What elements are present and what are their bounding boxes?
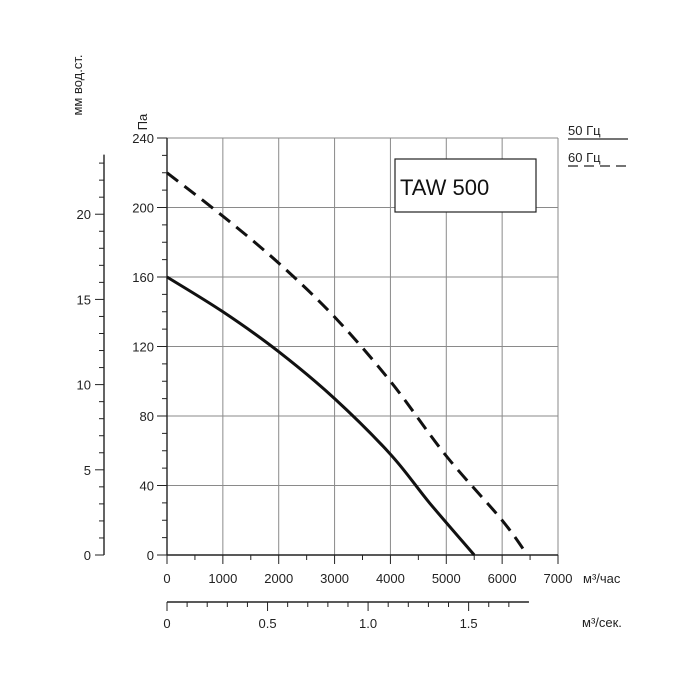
legend-label-50hz: 50 Гц [568,123,601,138]
x2-tick-label-1: 0.5 [259,616,277,631]
x2-tick-label-3: 1.5 [460,616,478,631]
y-tick-label-200: 200 [132,201,154,216]
y2-tick-label-20: 20 [77,207,91,222]
x-tick-label-0: 0 [163,571,170,586]
chart-title: TAW 500 [400,175,489,200]
x-tick-label-2000: 2000 [264,571,293,586]
y2-tick-label-10: 10 [77,378,91,393]
y2-tick-label-5: 5 [84,463,91,478]
y-tick-label-80: 80 [140,409,154,424]
legend: 50 Гц 60 Гц [568,123,628,167]
y-tick-label-240: 240 [132,131,154,146]
y-tick-label-160: 160 [132,270,154,285]
x-tick-label-1000: 1000 [208,571,237,586]
model-label-box [394,158,537,213]
x-tick-label-5000: 5000 [432,571,461,586]
x2-axis-label: м³/сек. [582,615,622,630]
curves-layer [166,171,529,556]
y-tick-label-0: 0 [147,548,154,563]
x2-tick-label-2: 1.0 [359,616,377,631]
x2-tick-label-0: 0 [163,616,170,631]
legend-label-60hz: 60 Гц [568,150,601,165]
y2-axis-label: мм вод.ст. [70,54,85,115]
x-axis-label: м³/час [583,571,621,586]
y2-tick-label-15: 15 [77,292,91,307]
y-tick-label-120: 120 [132,340,154,355]
y-axis-label: Па [135,113,150,130]
x-tick-label-3000: 3000 [320,571,349,586]
x-tick-label-4000: 4000 [376,571,405,586]
series-line-50hz [166,275,476,556]
x-tick-label-7000: 7000 [544,571,573,586]
x-tick-label-6000: 6000 [488,571,517,586]
y-tick-label-40: 40 [140,479,154,494]
series-line-60hz [166,171,529,556]
y2-tick-label-0: 0 [84,548,91,563]
